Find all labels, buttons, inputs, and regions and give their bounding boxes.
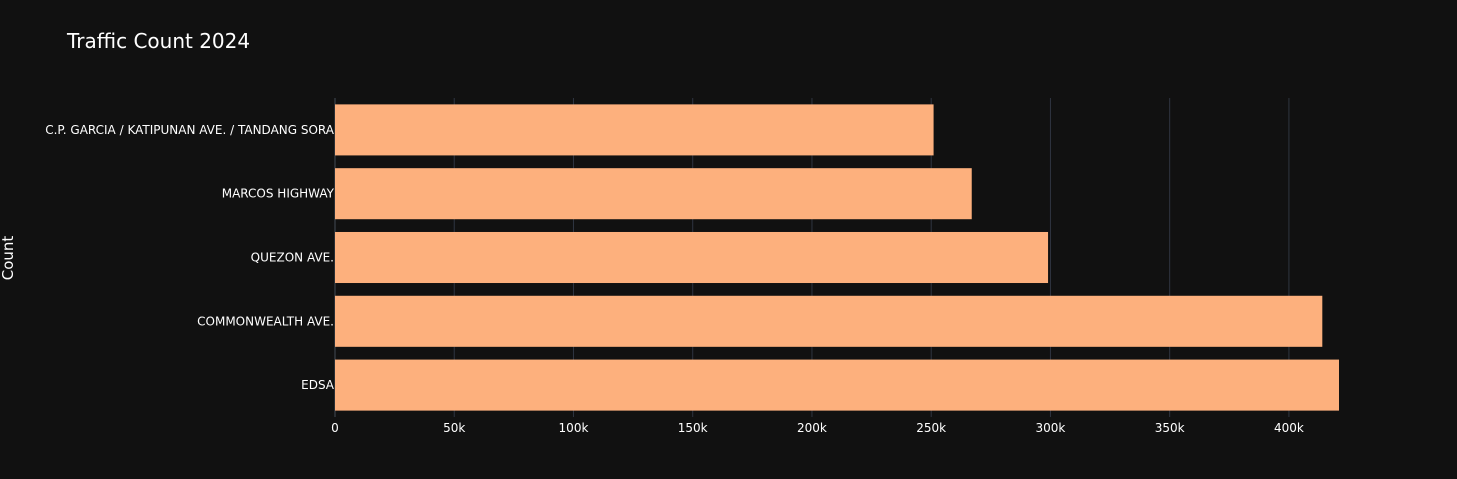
x-tick-labels: 0 50k 100k 150k 200k 250k 300k 350k 400k — [331, 421, 1304, 435]
bar[interactable] — [335, 104, 934, 156]
bar[interactable] — [335, 295, 1323, 347]
category-label: QUEZON AVE. — [251, 251, 334, 265]
bar[interactable] — [335, 359, 1339, 411]
category-label: MARCOS HIGHWAY — [222, 187, 335, 201]
x-tick-label: 250k — [916, 421, 946, 435]
x-tick-label: 350k — [1155, 421, 1185, 435]
y-axis-label: Count — [0, 236, 17, 281]
x-tick-label: 100k — [559, 421, 589, 435]
category-label: C.P. GARCIA / KATIPUNAN AVE. / TANDANG S… — [45, 123, 335, 137]
bar[interactable] — [335, 231, 1049, 284]
x-tick-label: 400k — [1274, 421, 1304, 435]
x-tick-label: 300k — [1036, 421, 1066, 435]
chart-title: Traffic Count 2024 — [66, 29, 250, 53]
bar[interactable] — [335, 168, 972, 220]
category-labels: C.P. GARCIA / KATIPUNAN AVE. / TANDANG S… — [45, 123, 335, 392]
bars — [335, 104, 1339, 411]
x-tick-label: 200k — [797, 421, 827, 435]
category-label: COMMONWEALTH AVE. — [197, 314, 334, 328]
x-tick-label: 150k — [678, 421, 708, 435]
category-label: EDSA — [301, 378, 335, 392]
x-tick-label: 50k — [443, 421, 465, 435]
x-tick-label: 0 — [331, 421, 339, 435]
